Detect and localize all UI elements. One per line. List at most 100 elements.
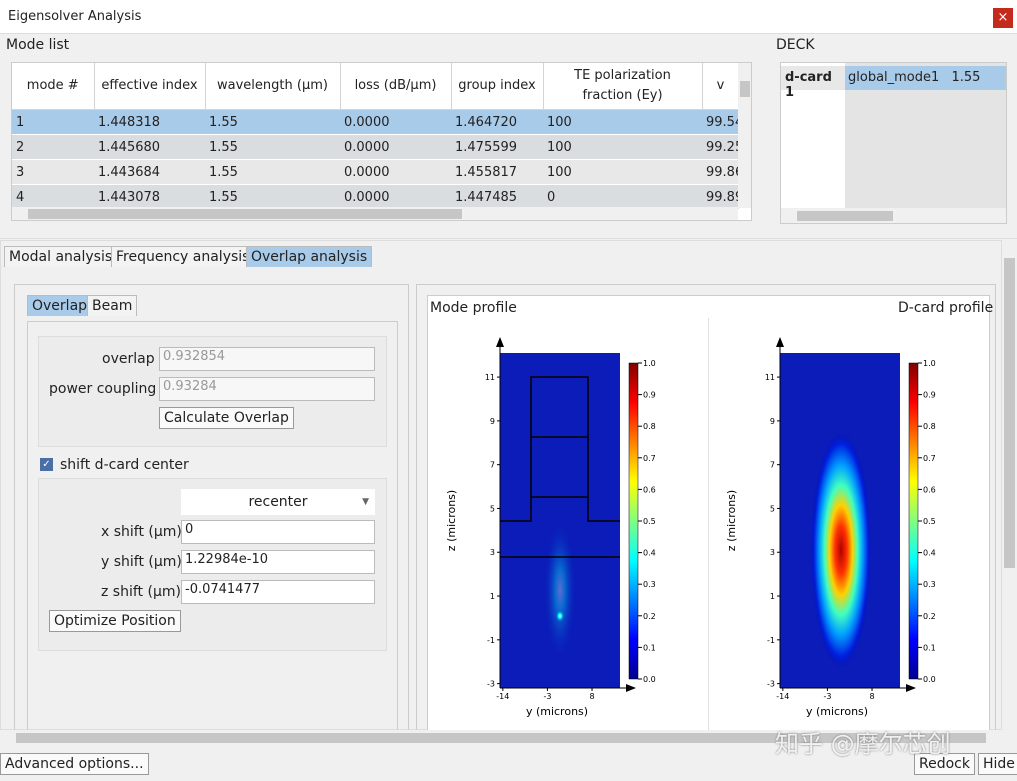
y-tick-label: -1 <box>767 636 775 645</box>
scroll-thumb[interactable] <box>797 211 893 221</box>
y-tick-label: 9 <box>770 417 775 426</box>
vertical-scrollbar[interactable] <box>738 63 751 208</box>
cell: 0 <box>543 184 702 210</box>
x-shift-field[interactable]: 0 <box>181 520 375 544</box>
section-title: Mode list <box>6 37 70 53</box>
column-header: TE polarization fraction (Ey) <box>543 63 703 110</box>
cell: 1.445680 <box>94 134 205 160</box>
tab[interactable]: Frequency analysis <box>111 246 255 267</box>
colorbar-tick-label: 0.3 <box>923 580 936 589</box>
deck-frame: d-card 1 global_mode1 1.55 <box>780 62 1007 224</box>
field-label: y shift (μm) <box>101 554 182 570</box>
scroll-thumb[interactable] <box>740 81 750 97</box>
watermark: 知乎 @摩尔芯创 <box>775 730 951 758</box>
y-tick-label: 3 <box>490 548 495 557</box>
z-shift-field[interactable]: -0.0741477 <box>181 580 375 604</box>
y-shift-field[interactable]: 1.22984e-10 <box>181 550 375 574</box>
y-tick-label: -1 <box>487 636 495 645</box>
colorbar-tick-label: 0.8 <box>643 422 656 431</box>
cell: 1.443684 <box>94 159 205 185</box>
cell: 3 <box>12 159 94 185</box>
cell: 4 <box>12 184 94 210</box>
overlap-field: 0.932854 <box>159 347 375 371</box>
scroll-thumb[interactable] <box>1004 258 1015 568</box>
column-header: effective index <box>94 63 206 110</box>
colorbar <box>628 362 639 680</box>
x-tick-label: -3 <box>823 692 831 701</box>
advanced-button[interactable]: Advanced options... <box>0 753 149 775</box>
y-tick-label: 7 <box>770 461 775 470</box>
checkbox-label: shift d-card center <box>60 457 189 473</box>
axis-arrow <box>626 684 636 692</box>
deck-cell: 1.55 <box>951 70 981 85</box>
axis-arrow <box>496 337 504 347</box>
colorbar-tick-label: 0.5 <box>923 517 936 526</box>
colorbar-tick-label: 0.6 <box>923 485 936 494</box>
colorbar-tick-label: 1.0 <box>643 359 656 368</box>
redock-button[interactable]: Redock <box>914 753 975 775</box>
subtab[interactable]: Overlap <box>27 295 93 316</box>
colorbar-tick-label: 0.9 <box>923 391 936 400</box>
axis-arrow <box>776 337 784 347</box>
scroll-thumb[interactable] <box>16 733 986 743</box>
y-tick-label: -3 <box>487 680 495 689</box>
tab[interactable]: Modal analysis <box>4 246 118 267</box>
y-tick-label: 3 <box>770 548 775 557</box>
plot-title: D-card profile <box>898 300 994 316</box>
deck-row[interactable]: global_mode1 1.55 <box>845 66 1006 90</box>
coupling-field: 0.93284 <box>159 377 375 401</box>
cell: 1.475599 <box>451 134 543 160</box>
cell: 1.55 <box>205 109 340 135</box>
column-header: group index <box>451 63 544 110</box>
y-tick-label: -3 <box>767 680 775 689</box>
field-label: power coupling <box>49 381 157 397</box>
deck-row-header: d-card 1 <box>781 66 845 100</box>
cell: 1.447485 <box>451 184 543 210</box>
close-button[interactable]: × <box>993 8 1013 28</box>
mode-heatmap <box>500 353 620 688</box>
x-axis-label: y (microns) <box>526 705 588 718</box>
vertical-scrollbar[interactable] <box>1002 240 1017 730</box>
colorbar-tick-label: 0.4 <box>923 549 936 558</box>
field-label: z shift (μm) <box>101 584 181 600</box>
recenter-dropdown[interactable]: recenter ▼ <box>181 489 375 515</box>
x-tick-label: 8 <box>589 692 594 701</box>
x-tick-label: -14 <box>776 692 789 701</box>
tab[interactable]: Overlap analysis <box>246 246 373 267</box>
hide-button[interactable]: Hide <box>978 753 1017 775</box>
calculate-button[interactable]: Calculate Overlap <box>159 407 294 429</box>
colorbar-tick-label: 0.7 <box>923 454 936 463</box>
y-tick-label: 1 <box>490 592 495 601</box>
scroll-thumb[interactable] <box>28 209 462 219</box>
colorbar-tick-label: 0.3 <box>643 580 656 589</box>
cell: 100 <box>543 159 702 185</box>
deck-cell: global_mode1 <box>848 70 940 85</box>
y-axis-label: z (microns) <box>445 490 458 551</box>
colorbar <box>908 362 919 680</box>
cell: 99.86 <box>702 159 739 185</box>
horizontal-scrollbar[interactable] <box>781 208 1006 223</box>
checkbox[interactable]: ✓ <box>40 458 53 471</box>
colorbar-tick-label: 0.4 <box>643 549 656 558</box>
y-tick-label: 9 <box>490 417 495 426</box>
optimize-button[interactable]: Optimize Position <box>49 610 181 632</box>
cell: 1.455817 <box>451 159 543 185</box>
column-header: mode # <box>12 63 95 110</box>
cell: 1.55 <box>205 159 340 185</box>
cell: 100 <box>543 134 702 160</box>
field-label: overlap <box>102 351 155 367</box>
horizontal-scrollbar[interactable] <box>0 730 1002 746</box>
column-header: wavelength (μm) <box>205 63 341 110</box>
subtab[interactable]: Beam <box>87 295 138 316</box>
field-label: x shift (μm) <box>101 524 182 540</box>
splitter[interactable] <box>0 233 1017 239</box>
colorbar-tick-label: 0.2 <box>923 612 936 621</box>
cell: 1 <box>12 109 94 135</box>
cell: 0.0000 <box>340 109 451 135</box>
horizontal-scrollbar[interactable] <box>12 207 738 220</box>
